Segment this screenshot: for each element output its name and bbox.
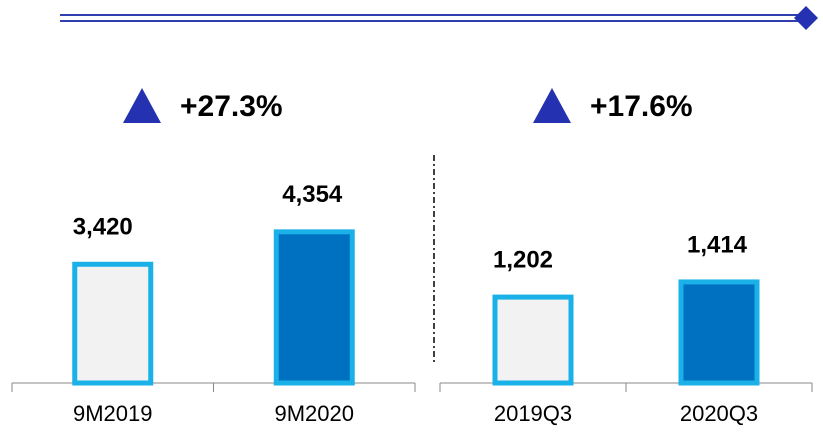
x-tick-label: 9M2019 [73,401,153,426]
value-label: 1,202 [493,246,553,273]
bar [492,294,574,386]
x-tick-label: 2020Q3 [680,401,758,426]
up-triangle [123,88,161,123]
value-label: 1,414 [687,231,748,258]
up-triangle [533,88,571,123]
growth-annotation: +17.6% [590,90,693,123]
x-tick-label: 2019Q3 [494,401,572,426]
bar [72,261,154,386]
x-tick-label: 9M2020 [274,401,354,426]
bar [273,229,355,386]
bar [678,279,760,386]
header-diamond [794,6,818,30]
value-label: 4,354 [282,181,343,208]
value-label: 3,420 [73,214,133,241]
growth-annotation: +27.3% [180,90,283,123]
